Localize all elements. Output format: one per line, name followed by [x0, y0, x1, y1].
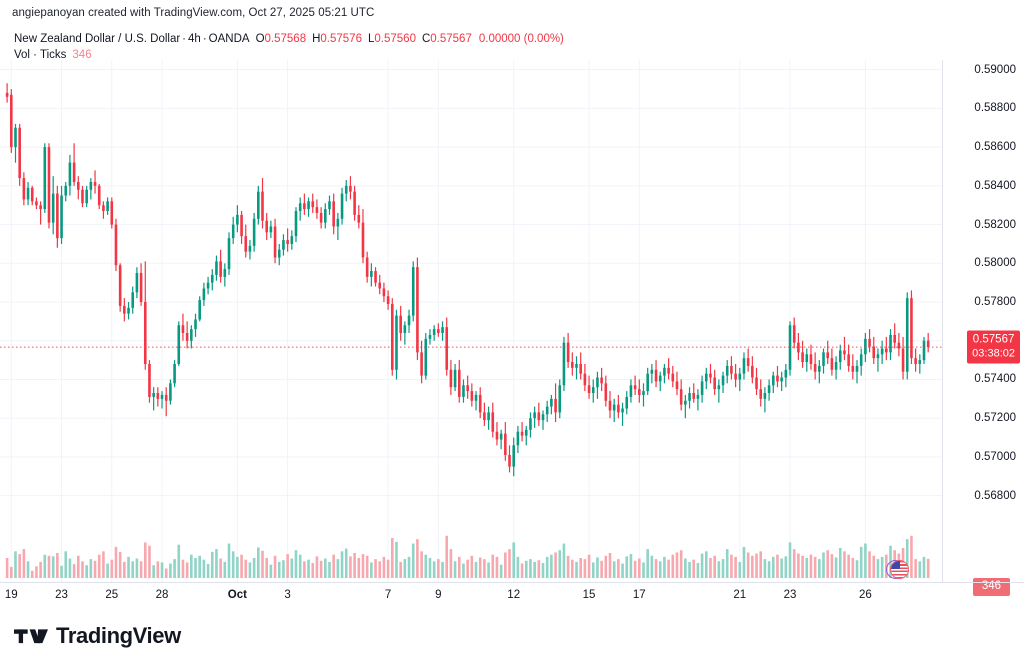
price-tick: 0.57800: [974, 296, 1016, 309]
time-tick: 28: [155, 589, 169, 601]
bar-countdown: 03:38:02: [972, 347, 1015, 360]
time-tick: 26: [858, 589, 872, 601]
close-value: 0.57567: [430, 33, 472, 45]
time-scale[interactable]: 19 23 25 28 Oct 3 7 9 12 15 17 21 23 26: [0, 582, 1024, 608]
price-tick: 0.58800: [974, 102, 1016, 115]
grid-lines: [0, 60, 942, 582]
open-value-group: O0.57568: [256, 31, 307, 47]
price-tick: 0.58400: [974, 179, 1016, 192]
high-value-group: H0.57576: [312, 31, 362, 47]
price-tick: 0.57000: [974, 450, 1016, 463]
time-tick: 17: [632, 589, 646, 601]
chart-plot-area[interactable]: [0, 60, 942, 582]
high-value: 0.57576: [320, 33, 362, 45]
time-tick: 19: [4, 589, 18, 601]
brand-name: TradingView: [56, 623, 181, 648]
candlesticks: [5, 83, 930, 477]
time-tick: 12: [507, 589, 521, 601]
time-tick: 23: [55, 589, 68, 601]
current-price-value: 0.57567: [972, 333, 1015, 346]
open-value: 0.57568: [264, 33, 307, 45]
time-tick: 3: [284, 589, 291, 601]
volume-bars: [5, 535, 930, 578]
time-tick: 21: [733, 589, 747, 601]
price-tick: 0.58200: [974, 218, 1016, 231]
tradingview-brand: TradingView: [14, 623, 181, 649]
price-tick: 0.58000: [974, 257, 1016, 270]
time-tick: 7: [384, 589, 392, 601]
legend-separator-2: ·: [202, 33, 207, 45]
legend-price-row: New Zealand Dollar / U.S. Dollar · 4h · …: [14, 31, 564, 47]
time-tick: 23: [783, 589, 797, 601]
low-tag: L: [367, 33, 375, 45]
time-tick: 15: [582, 589, 596, 601]
legend-separator-1: ·: [182, 33, 187, 45]
volume-indicator-value: 346: [72, 49, 92, 61]
close-tag: C: [421, 33, 431, 45]
current-price-badge: 0.57567 03:38:02: [967, 330, 1020, 364]
price-tick: 0.59000: [974, 63, 1016, 76]
legend-volume-row: Vol · Ticks 346: [14, 47, 564, 63]
low-value: 0.57560: [374, 33, 416, 45]
us-flag-event-icon[interactable]: [890, 560, 909, 579]
price-scale[interactable]: 0.59000 0.58800 0.58600 0.58400 0.58200 0.580…: [942, 60, 1024, 596]
flag-canton: [891, 561, 900, 569]
change-value: 0.00000 (0.00%): [478, 33, 564, 45]
tradingview-logo-icon: [14, 628, 48, 643]
attribution-text: angiepanoyan created with TradingView.co…: [12, 7, 375, 19]
volume-indicator-label[interactable]: Vol · Ticks: [14, 49, 67, 61]
time-tick: Oct: [227, 589, 247, 601]
chart-legend: New Zealand Dollar / U.S. Dollar · 4h · …: [14, 31, 564, 63]
price-tick: 0.58600: [974, 141, 1016, 154]
exchange-label[interactable]: OANDA: [208, 33, 250, 45]
low-value-group: L0.57560: [368, 31, 416, 47]
time-tick: 25: [105, 589, 119, 601]
candlestick-svg: [0, 60, 942, 582]
time-tick: 9: [435, 589, 442, 601]
symbol-name[interactable]: New Zealand Dollar / U.S. Dollar: [14, 33, 181, 45]
price-tick: 0.57200: [974, 412, 1016, 425]
high-tag: H: [312, 33, 321, 45]
price-tick: 0.57400: [974, 373, 1016, 386]
close-value-group: C0.57567: [422, 31, 472, 47]
interval-label[interactable]: 4h: [188, 33, 201, 45]
open-tag: O: [255, 33, 265, 45]
price-tick: 0.56800: [974, 489, 1016, 502]
